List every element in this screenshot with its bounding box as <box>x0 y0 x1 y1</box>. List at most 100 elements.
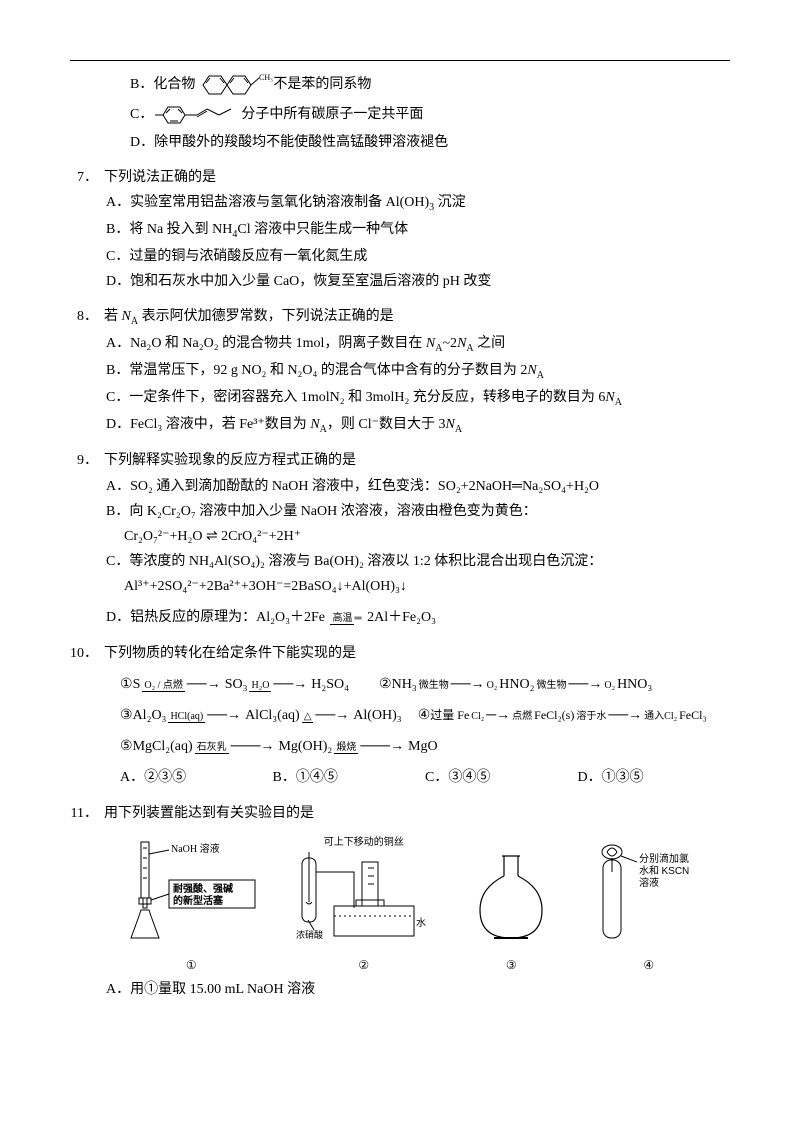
q7-a-text: A．实验室常用铝盐溶液与氢氧化钠溶液制备 Al(OH) <box>106 195 429 210</box>
q10-4-c1t: Cl₂ <box>471 711 484 722</box>
q8-stem-pre: 若 <box>104 309 122 324</box>
arrow-cond: △──→ <box>302 708 352 723</box>
q8-b: B．常温常压下，92 g NO₂ 和 N₂O₄ 的混合气体中含有的分子数目为 2… <box>106 358 730 385</box>
arrow-cond: 溶于水──→通入Cl₂ <box>576 708 677 723</box>
q10-4-c: FeCl₃ <box>679 705 707 727</box>
arrow-cond: O₂ / 点燃──→ <box>142 677 222 692</box>
q10-row3: ⑤ MgCl₂(aq) 石灰乳───→ Mg(OH)₂ 煅烧───→ MgO <box>120 734 730 759</box>
benzene-alkene-icon <box>153 102 241 128</box>
q8-a-m2: ~2 <box>442 336 457 351</box>
q10-5-c: MgO <box>408 734 438 759</box>
q9-c1: C．等浓度的 NH₄Al(SO₄)₂ 溶液与 Ba(OH)₂ 溶液以 1:2 体… <box>106 549 730 574</box>
q9: 9． 下列解释实验现象的反应方程式正确的是 <box>70 448 730 473</box>
q6-b-suffix: 不是苯的同系物 <box>273 72 371 97</box>
q8-b-t: B．常温常压下，92 g NO₂ 和 N₂O₄ 的混合气体中含有的分子数目为 2 <box>106 363 527 378</box>
q10-2-c2t: 微生物 <box>537 680 567 691</box>
app1-label3: 的新型活塞 <box>173 894 224 907</box>
q8-a-s2: A <box>466 343 473 354</box>
app4-l3: 溶液 <box>639 876 659 889</box>
q9-num: 9． <box>70 448 104 473</box>
q8-c-t: C．一定条件下，密闭容器充入 1molN₂ 和 3molH₂ 充分反应，转移电子… <box>106 390 605 405</box>
q9-stem: 下列解释实验现象的反应方程式正确的是 <box>104 448 356 473</box>
q8-b-s: A <box>537 370 544 381</box>
q8-b-n: N <box>527 363 536 378</box>
q8-d-n2: N <box>446 417 455 432</box>
q10-1-c: H₂SO₄ <box>311 672 349 697</box>
arrow-cond: 石灰乳───→ <box>195 739 277 754</box>
q10-5-num: ⑤ <box>120 734 133 759</box>
apparatus-1: NaOH 溶液 耐强酸、强碱 的新型活塞 ① <box>121 838 261 977</box>
q6-b-prefix: B．化合物 <box>130 72 195 97</box>
q8-stem-sub: A <box>131 316 138 327</box>
q10-5-a: MgCl₂(aq) <box>133 734 193 759</box>
q10-opt-d: D．①③⑤ <box>578 765 731 790</box>
app4-l1: 分别滴加氯 <box>639 852 689 865</box>
apparatus-3: ③ <box>466 848 556 977</box>
q7-b-tail: Cl 溶液中只能生成一种气体 <box>237 222 408 237</box>
q10-2-a: NH₃ <box>392 672 417 697</box>
q11-apparatus-row: NaOH 溶液 耐强酸、强碱 的新型活塞 ① 可上下移动的铜丝 浓硝酸 <box>110 834 730 977</box>
q10-4-a: 过量 Fe <box>430 705 469 727</box>
q10-1-c2: H₂O <box>249 680 271 692</box>
q10-1-num: ① <box>120 672 133 697</box>
round-flask-icon <box>466 848 556 948</box>
q8-d-m: ，则 Cl⁻数目大于 3 <box>327 417 446 432</box>
q10-4-c1b: 点燃 <box>512 711 532 722</box>
q6-option-c: C． 分子中所有碳原子一定共平面 <box>130 102 730 128</box>
q8-a: A．Na₂O 和 Na₂O₂ 的混合物共 1mol，阴离子数目在 NA~2NA … <box>106 331 730 358</box>
q7-d: D．饱和石灰水中加入少量 CaO，恢复至室温后溶液的 pH 改变 <box>106 269 730 294</box>
q10-num: 10． <box>70 641 104 666</box>
q10-3-c1: HCl(aq) <box>168 711 205 723</box>
q10-stem: 下列物质的转化在给定条件下能实现的是 <box>104 641 356 666</box>
q7-b: B．将 Na 投入到 NH4Cl 溶液中只能生成一种气体 <box>106 217 730 244</box>
svg-text:CH₃: CH₃ <box>259 73 273 82</box>
arrow-cond: H₂O──→ <box>249 677 309 692</box>
q9-c2: Al³⁺+2SO₄²⁻+2Ba²⁺+3OH⁻=2BaSO₄↓+Al(OH)₃↓ <box>124 574 730 599</box>
app2-num: ② <box>284 955 444 977</box>
app3-num: ③ <box>466 955 556 977</box>
q11: 11． 用下列装置能达到有关实验目的是 <box>70 801 730 826</box>
q8-d-n1: N <box>310 417 319 432</box>
q11-num: 11． <box>70 801 104 826</box>
app2-bot-label: 浓硝酸 <box>296 929 323 940</box>
q10-4-c2t: 溶于水 <box>576 711 606 722</box>
q10-options: A．②③⑤ B．①④⑤ C．③④⑤ D．①③⑤ <box>120 765 730 790</box>
q11-a: A．用①量取 15.00 mL NaOH 溶液 <box>106 977 730 1002</box>
app4-num: ④ <box>579 955 719 977</box>
apparatus-4: 分别滴加氯 水和 KSCN 溶液 ④ <box>579 842 719 977</box>
q6-option-b: B．化合物 CH₃ 不是苯的同系物 <box>130 70 730 100</box>
q10-5-b: Mg(OH)₂ <box>278 734 332 759</box>
q6-c-prefix: C． <box>130 102 153 127</box>
q10-4-b: FeCl₂(s) <box>534 705 574 727</box>
q10-opt-c: C．③④⑤ <box>425 765 578 790</box>
q8-a-n1: N <box>426 336 435 351</box>
q9-d-tail: 2Al＋Fe₂O₃ <box>367 610 436 625</box>
app4-kscn: KSCN <box>661 866 689 877</box>
app4-l2: 水和 <box>639 865 659 877</box>
q9-d-pre: D．铝热反应的原理为：Al₂O₃＋2Fe <box>106 610 328 625</box>
q10-5-c2: 煅烧 <box>334 742 358 754</box>
q7-c: C．过量的铜与浓硝酸反应有一氧化氮生成 <box>106 244 730 269</box>
arrow-cond: 煅烧───→ <box>334 739 406 754</box>
apparatus-2: 可上下移动的铜丝 浓硝酸 水 ② <box>284 834 444 977</box>
tube-water-bath-icon: 浓硝酸 水 <box>284 852 444 948</box>
q8-stem-tail: 表示阿伏加德罗常数，下列说法正确的是 <box>138 309 394 324</box>
naphthalene-ch3-icon: CH₃ <box>195 70 273 100</box>
q8-c-s: A <box>615 397 622 408</box>
q10-3-c: Al(OH)₃ <box>353 703 401 728</box>
q7-b-text: B．将 Na 投入到 NH <box>106 222 232 237</box>
q8-d-s2: A <box>455 423 462 434</box>
arrow-cond: 微生物──→O₂ <box>419 677 498 692</box>
q8-c: C．一定条件下，密闭容器充入 1molN₂ 和 3molH₂ 充分反应，转移电子… <box>106 385 730 412</box>
app2-water-label: 水 <box>416 917 426 929</box>
q9-d-cond: 高温 <box>330 613 354 625</box>
q6-option-d: D．除甲酸外的羧酸均不能使酸性高锰酸钾溶液褪色 <box>130 130 730 155</box>
q10-opt-b: B．①④⑤ <box>273 765 426 790</box>
app1-label2: 耐强酸、强碱 <box>173 882 233 895</box>
q9-b1: B．向 K₂Cr₂O₇ 溶液中加入少量 NaOH 浓溶液，溶液由橙色变为黄色： <box>106 499 730 524</box>
q9-d: D．铝热反应的原理为：Al₂O₃＋2Fe 高温═ 2Al＋Fe₂O₃ <box>106 605 730 630</box>
q10-row1: ① S O₂ / 点燃──→ SO₃ H₂O──→ H₂SO₄ ② NH₃ 微生… <box>120 672 730 697</box>
q10-2-c1t: 微生物 <box>419 680 449 691</box>
q8: 8． 若 NA 表示阿伏加德罗常数，下列说法正确的是 <box>70 304 730 331</box>
app2-top-label: 可上下移动的铜丝 <box>284 834 444 852</box>
